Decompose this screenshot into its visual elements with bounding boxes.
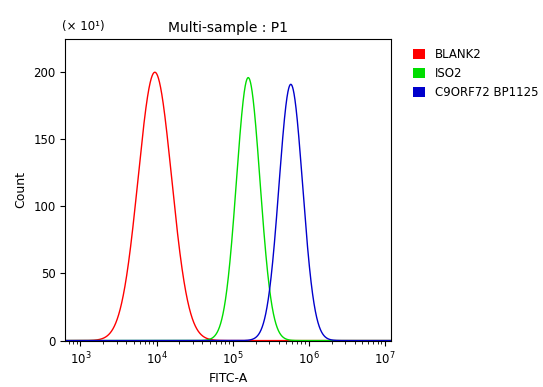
- Title: Multi-sample : P1: Multi-sample : P1: [168, 21, 288, 35]
- X-axis label: FITC-A: FITC-A: [209, 372, 248, 385]
- Y-axis label: Count: Count: [15, 171, 28, 208]
- Text: (× 10¹): (× 10¹): [62, 20, 104, 33]
- Legend: BLANK2, ISO2, C9ORF72 BP1125: BLANK2, ISO2, C9ORF72 BP1125: [410, 45, 542, 103]
